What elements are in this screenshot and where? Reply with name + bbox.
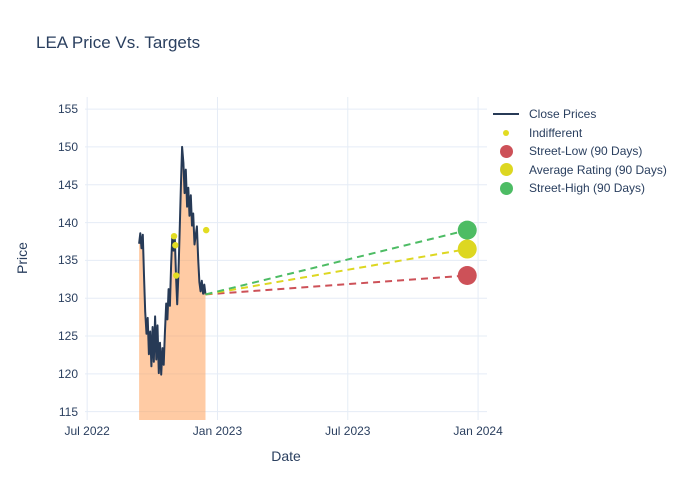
indifferent-dot[interactable] — [170, 232, 178, 240]
target-line-street-low-90-days- — [205, 274, 468, 296]
y-tick-label: 135 — [57, 253, 78, 268]
legend-label: Indifferent — [529, 125, 583, 140]
indifferent-dot[interactable] — [202, 226, 210, 234]
legend-label: Average Rating (90 Days) — [529, 162, 667, 177]
target-marker-street-low-90-days-[interactable] — [457, 266, 477, 286]
target-marker-average-rating-90-days-[interactable] — [457, 239, 477, 259]
legend-item-indifferent[interactable]: Indifferent — [489, 124, 667, 143]
close-price-area — [139, 146, 206, 420]
target-line-street-high-90-days- — [205, 229, 468, 296]
dot-swatch-icon — [489, 163, 523, 177]
y-tick-label: 125 — [57, 329, 78, 344]
y-tick-label: 145 — [57, 177, 78, 192]
legend-item-street-low-90-days[interactable]: Street-Low (90 Days) — [489, 142, 667, 161]
legend: Close Prices Indifferent Street-Low (90 Da… — [489, 105, 667, 198]
legend-label: Street-High (90 Days) — [529, 181, 646, 196]
x-tick-label: Jul 2022 — [64, 424, 110, 438]
y-tick-label: 120 — [57, 366, 78, 381]
line-swatch-icon — [489, 113, 523, 116]
x-tick-label: Jan 2024 — [453, 424, 503, 438]
x-axis-title: Date — [271, 448, 301, 464]
legend-item-close-prices[interactable]: Close Prices — [489, 105, 667, 124]
legend-label: Street-Low (90 Days) — [529, 144, 643, 159]
legend-item-average-rating-90-days[interactable]: Average Rating (90 Days) — [489, 161, 667, 180]
y-axis-title: Price — [14, 242, 30, 274]
indifferent-dot[interactable] — [173, 272, 180, 279]
target-marker-street-high-90-days-[interactable] — [457, 220, 477, 240]
dot-swatch-icon — [489, 144, 523, 158]
target-line-average-rating-90-days- — [205, 248, 468, 296]
dot-swatch-icon — [489, 181, 523, 195]
x-tick-label: Jan 2023 — [192, 424, 243, 438]
y-tick-label: 130 — [57, 291, 78, 306]
chart-title: LEA Price Vs. Targets — [36, 33, 201, 52]
y-tick-label: 150 — [57, 139, 78, 154]
legend-label: Close Prices — [529, 107, 597, 122]
y-tick-label: 115 — [58, 404, 78, 419]
y-tick-label: 140 — [57, 215, 78, 230]
indifferent-dot[interactable] — [172, 242, 179, 249]
dot-swatch-icon — [489, 129, 523, 136]
x-tick-label: Jul 2023 — [325, 424, 371, 438]
legend-item-street-high-90-days[interactable]: Street-High (90 Days) — [489, 179, 667, 198]
y-tick-label: 155 — [57, 102, 78, 117]
